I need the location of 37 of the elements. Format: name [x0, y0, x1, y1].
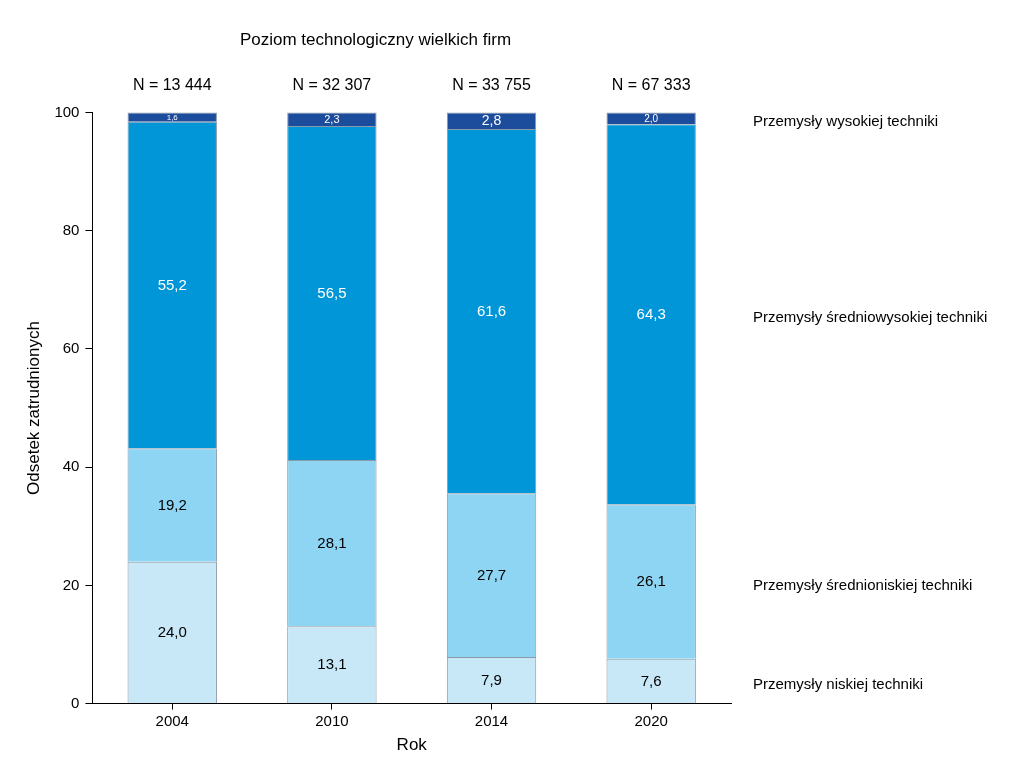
data-label: 2,0 — [644, 112, 659, 124]
x-axis-title: Rok — [396, 735, 428, 755]
data-label: 19,2 — [157, 495, 187, 513]
y-tick-label: 20 — [62, 575, 80, 593]
data-label: 2,8 — [481, 112, 502, 129]
data-label: 55,2 — [157, 275, 187, 293]
data-label: 7,6 — [640, 671, 662, 689]
x-tick-label: 2004 — [155, 711, 189, 729]
data-label: 13,1 — [317, 655, 347, 673]
x-tick-label: 2020 — [634, 711, 668, 729]
text: N = 32 307 — [292, 75, 372, 93]
text: Przemysły średniowysokiej techniki — [753, 308, 988, 326]
text: Przemysły średnioniskiej techniki — [753, 575, 973, 593]
data-label: 1,6 — [166, 112, 179, 122]
y-tick-label: 40 — [62, 457, 80, 475]
data-label: 7,9 — [481, 670, 502, 688]
data-label: 28,1 — [317, 533, 347, 551]
text: N = 13 444 — [132, 75, 212, 93]
data-label: 24,0 — [157, 623, 187, 641]
text: N = 33 755 — [452, 75, 531, 93]
text: Przemysły wysokiej techniki — [753, 112, 939, 130]
data-label: 61,6 — [476, 301, 507, 319]
text: N = 67 333 — [611, 75, 691, 93]
y-tick-label: 60 — [62, 339, 80, 357]
data-label: 64,3 — [636, 304, 666, 322]
data-label: 2,3 — [324, 112, 340, 125]
chart-title: Poziom technologiczny wielkich firm — [239, 29, 512, 49]
y-tick-label: 80 — [62, 220, 80, 238]
y-tick-label: 0 — [71, 693, 80, 711]
data-label: 27,7 — [476, 565, 507, 583]
text: Przemysły niskiej techniki — [753, 675, 924, 693]
y-tick-label: 100 — [54, 102, 80, 120]
data-label: 56,5 — [317, 283, 347, 301]
x-tick-label: 2014 — [474, 711, 509, 729]
y-axis-title: Odsetek zatrudnionych — [23, 321, 43, 495]
data-label: 26,1 — [636, 572, 666, 590]
x-tick-label: 2010 — [315, 711, 349, 729]
